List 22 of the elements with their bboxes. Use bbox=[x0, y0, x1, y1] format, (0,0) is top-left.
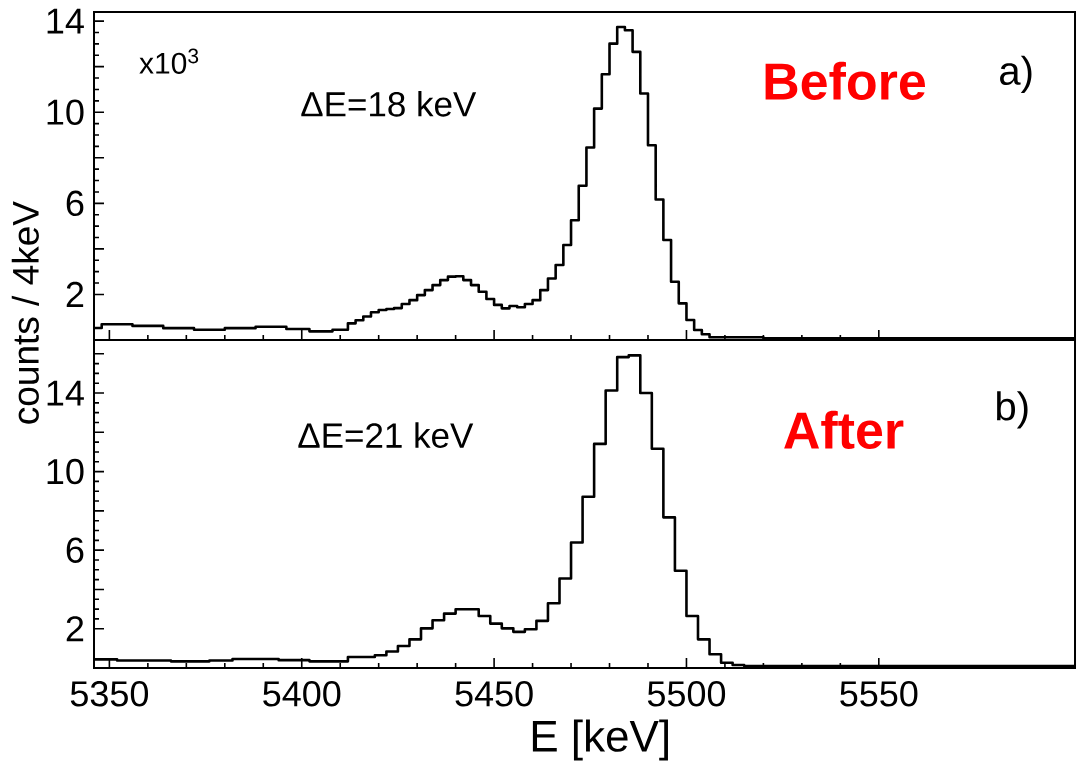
text: After bbox=[784, 410, 904, 449]
annotation: ΔE=21 keV bbox=[298, 422, 474, 448]
annotation: x10$^{3}$ bbox=[139, 48, 199, 74]
x-tick-label: 5350 bbox=[70, 681, 149, 707]
x-axis-title: E [keV] bbox=[532, 719, 668, 761]
y-axis-title: counts / 4keV bbox=[11, 201, 39, 424]
annotation: a) bbox=[1000, 55, 1032, 93]
x-tick-label: 5450 bbox=[455, 681, 533, 707]
y-tick-label: 6 bbox=[66, 537, 84, 563]
y-tick-label: 14 bbox=[47, 380, 84, 406]
text: Before bbox=[765, 61, 926, 100]
x-tick-label: 5500 bbox=[647, 681, 726, 707]
y-tick-label: 2 bbox=[66, 616, 84, 642]
y-tick-label: 14 bbox=[47, 8, 84, 34]
y-tick-label: 10 bbox=[47, 99, 84, 125]
y-tick-label: 10 bbox=[47, 458, 84, 485]
x-tick-label: 5400 bbox=[263, 681, 341, 707]
annotation: ΔE=18 keV bbox=[301, 90, 477, 117]
y-tick-label: 6 bbox=[66, 190, 84, 217]
y-tick-label: 2 bbox=[66, 281, 84, 308]
x-tick-label: 5550 bbox=[840, 681, 918, 707]
annotation: b) bbox=[997, 391, 1028, 429]
